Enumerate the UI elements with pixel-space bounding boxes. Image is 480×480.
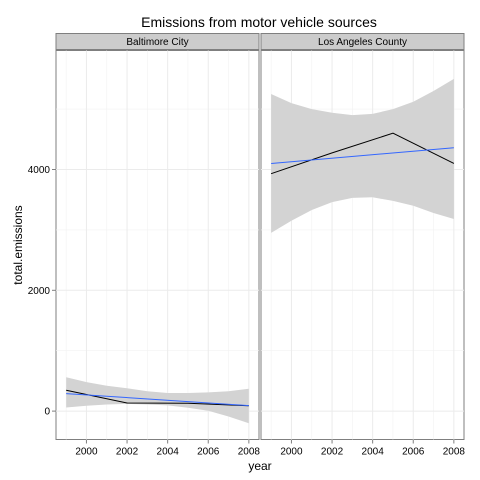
- plot-panel: [55, 50, 260, 440]
- x-axis-label: year: [248, 459, 271, 473]
- y-tick-label: 2000: [28, 286, 51, 297]
- y-tick-label: 4000: [28, 165, 51, 176]
- y-axis: 0 2000 4000: [28, 165, 56, 418]
- x-tick-label: 2000: [75, 447, 98, 458]
- fitted-trend-line: [66, 393, 249, 407]
- chart-title: Emissions from motor vehicle sources: [141, 14, 377, 30]
- x-tick-label: 2006: [197, 447, 220, 458]
- y-tick-label: 0: [44, 407, 50, 418]
- observed-series-line: [66, 389, 249, 407]
- x-tick-label: 2004: [157, 447, 180, 458]
- x-tick-label: 2002: [116, 447, 139, 458]
- observed-series-line: [270, 132, 455, 175]
- fitted-trend-line: [271, 147, 454, 164]
- x-tick-label: 2006: [402, 447, 425, 458]
- y-axis-label: total.emissions: [11, 205, 25, 284]
- confidence-band: [66, 377, 249, 424]
- facet-strip-baltimore-city: [55, 33, 260, 50]
- x-tick-label: 2008: [238, 447, 261, 458]
- x-tick-label: 2004: [362, 447, 385, 458]
- x-tick-label: 2002: [321, 447, 344, 458]
- x-tick-label: 2000: [280, 447, 303, 458]
- facet-strip-label: Baltimore City: [126, 37, 188, 48]
- facet-strip-los-angeles-county: [260, 33, 465, 50]
- facet-panel-baltimore-city: Baltimore City 2000 2002 2004 2006 2008: [55, 33, 261, 458]
- facet-strip-label: Los Angeles County: [318, 37, 407, 48]
- facet-panel-los-angeles-county: Los Angeles County 2000 2002 2004 2006 2008: [260, 33, 466, 458]
- x-tick-label: 2008: [443, 447, 466, 458]
